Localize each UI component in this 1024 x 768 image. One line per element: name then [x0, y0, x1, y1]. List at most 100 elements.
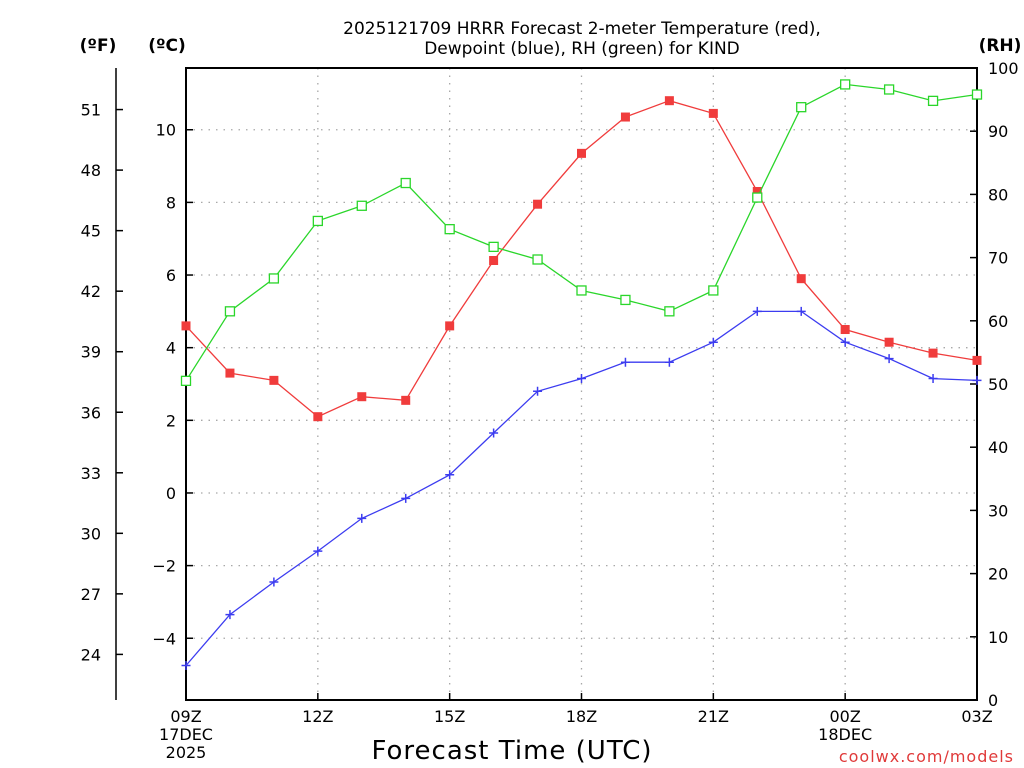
temperature-point — [577, 148, 586, 158]
x-tick-label: 2025 — [166, 743, 207, 762]
temperature-point — [620, 112, 630, 122]
x-tick-label: 00Z — [830, 707, 861, 726]
temperature-point — [928, 348, 938, 358]
x-tick-label: 09Z — [170, 707, 201, 726]
dewpoint-point — [972, 375, 982, 385]
dewpoint-point — [357, 513, 367, 523]
x-tick-label: 18Z — [566, 707, 597, 726]
temperature-point — [533, 199, 543, 209]
fahrenheit-tick-label: 24 — [81, 645, 101, 664]
rh-point — [312, 215, 323, 227]
rh-point — [444, 224, 455, 235]
rh-tick-label: 40 — [988, 438, 1008, 457]
rh-point — [664, 306, 675, 317]
x-tick-label: 03Z — [961, 707, 992, 726]
dewpoint-point — [445, 470, 455, 480]
x-tick-label: 12Z — [302, 707, 333, 726]
rh-point — [576, 285, 587, 296]
rh-point — [752, 192, 763, 203]
fahrenheit-tick-label: 39 — [81, 343, 101, 362]
temperature-point — [401, 395, 411, 405]
rh-tick-label: 60 — [988, 312, 1008, 331]
celsius-tick-label: 10 — [156, 121, 176, 140]
rh-point — [840, 79, 851, 90]
rh-point — [796, 102, 807, 113]
dewpoint-point — [620, 357, 630, 367]
fahrenheit-tick-label: 27 — [81, 585, 101, 604]
rh-point — [488, 241, 499, 253]
temperature-point — [884, 337, 894, 347]
dewpoint-point — [269, 577, 279, 587]
rh-tick-label: 20 — [988, 565, 1008, 584]
x-axis-title: Forecast Time (UTC) — [371, 736, 652, 766]
rh-tick-label: 90 — [988, 122, 1008, 141]
rh-point — [971, 89, 983, 100]
dewpoint-point — [884, 354, 894, 364]
temperature-point — [796, 274, 806, 284]
fahrenheit-tick-label: 51 — [81, 101, 101, 120]
dewpoint-point — [752, 306, 762, 316]
dewpoint-point — [708, 337, 718, 347]
rh-tick-label: 30 — [988, 501, 1008, 520]
temperature-point — [708, 108, 718, 118]
rh-tick-label: 50 — [988, 375, 1008, 394]
rh-point — [268, 273, 280, 284]
rh-point — [620, 294, 631, 306]
dewpoint-point — [225, 610, 235, 620]
temperature-point — [181, 321, 191, 331]
celsius-tick-label: −2 — [152, 557, 176, 576]
rh-tick-label: 70 — [988, 249, 1008, 268]
fahrenheit-tick-label: 48 — [81, 161, 101, 180]
tick-labels: −4−2024681024273033363942454851010203040… — [81, 59, 1019, 762]
fahrenheit-tick-label: 36 — [81, 403, 101, 422]
x-tick-label: 21Z — [698, 707, 729, 726]
rh-point — [356, 200, 367, 211]
rh-point — [400, 177, 411, 189]
temperature-point — [357, 392, 367, 402]
temperature-point — [225, 368, 235, 378]
rh-tick-label: 10 — [988, 628, 1008, 647]
grid-lines — [186, 68, 977, 700]
celsius-tick-label: 4 — [166, 339, 176, 358]
x-tick-label: 17DEC — [159, 725, 213, 744]
rh-tick-label: 80 — [988, 185, 1008, 204]
chart-title-line-1: 2025121709 HRRR Forecast 2-meter Tempera… — [343, 19, 821, 39]
dewpoint-point — [533, 386, 543, 396]
rh-point — [180, 375, 192, 386]
dewpoint-point — [840, 337, 850, 347]
dewpoint-point — [181, 660, 191, 670]
axes — [115, 67, 978, 701]
rh-point — [532, 254, 543, 265]
temperature-point — [313, 412, 323, 422]
dewpoint-point — [313, 546, 323, 556]
rh-unit-label: (RH) — [979, 36, 1022, 56]
temperature-point — [840, 325, 850, 335]
rh-point — [224, 306, 236, 317]
fahrenheit-unit-label: (ºF) — [80, 36, 117, 56]
fahrenheit-tick-label: 30 — [81, 524, 101, 543]
rh-tick-label: 100 — [988, 59, 1019, 78]
dewpoint-point — [664, 357, 674, 367]
rh-point — [927, 95, 939, 107]
rh-point — [883, 84, 895, 95]
celsius-tick-label: 8 — [166, 193, 176, 212]
celsius-tick-label: −4 — [152, 629, 176, 648]
celsius-tick-label: 6 — [166, 266, 176, 285]
credit-text: coolwx.com/models — [839, 747, 1014, 766]
fahrenheit-tick-label: 45 — [81, 222, 101, 241]
chart-title-line-2: Dewpoint (blue), RH (green) for KIND — [424, 39, 740, 59]
dewpoint-point — [401, 493, 411, 503]
rh-point — [708, 285, 719, 296]
x-tick-label: 15Z — [434, 707, 465, 726]
fahrenheit-tick-label: 42 — [81, 282, 101, 301]
temperature-point — [269, 375, 279, 385]
data-series — [180, 79, 983, 670]
dewpoint-point — [796, 306, 806, 316]
temperature-point — [972, 355, 982, 365]
dewpoint-point — [577, 374, 586, 384]
dewpoint-point — [928, 374, 938, 384]
celsius-unit-label: (ºC) — [148, 36, 186, 56]
x-tick-label: 18DEC — [818, 725, 872, 744]
celsius-tick-label: 0 — [166, 484, 176, 503]
